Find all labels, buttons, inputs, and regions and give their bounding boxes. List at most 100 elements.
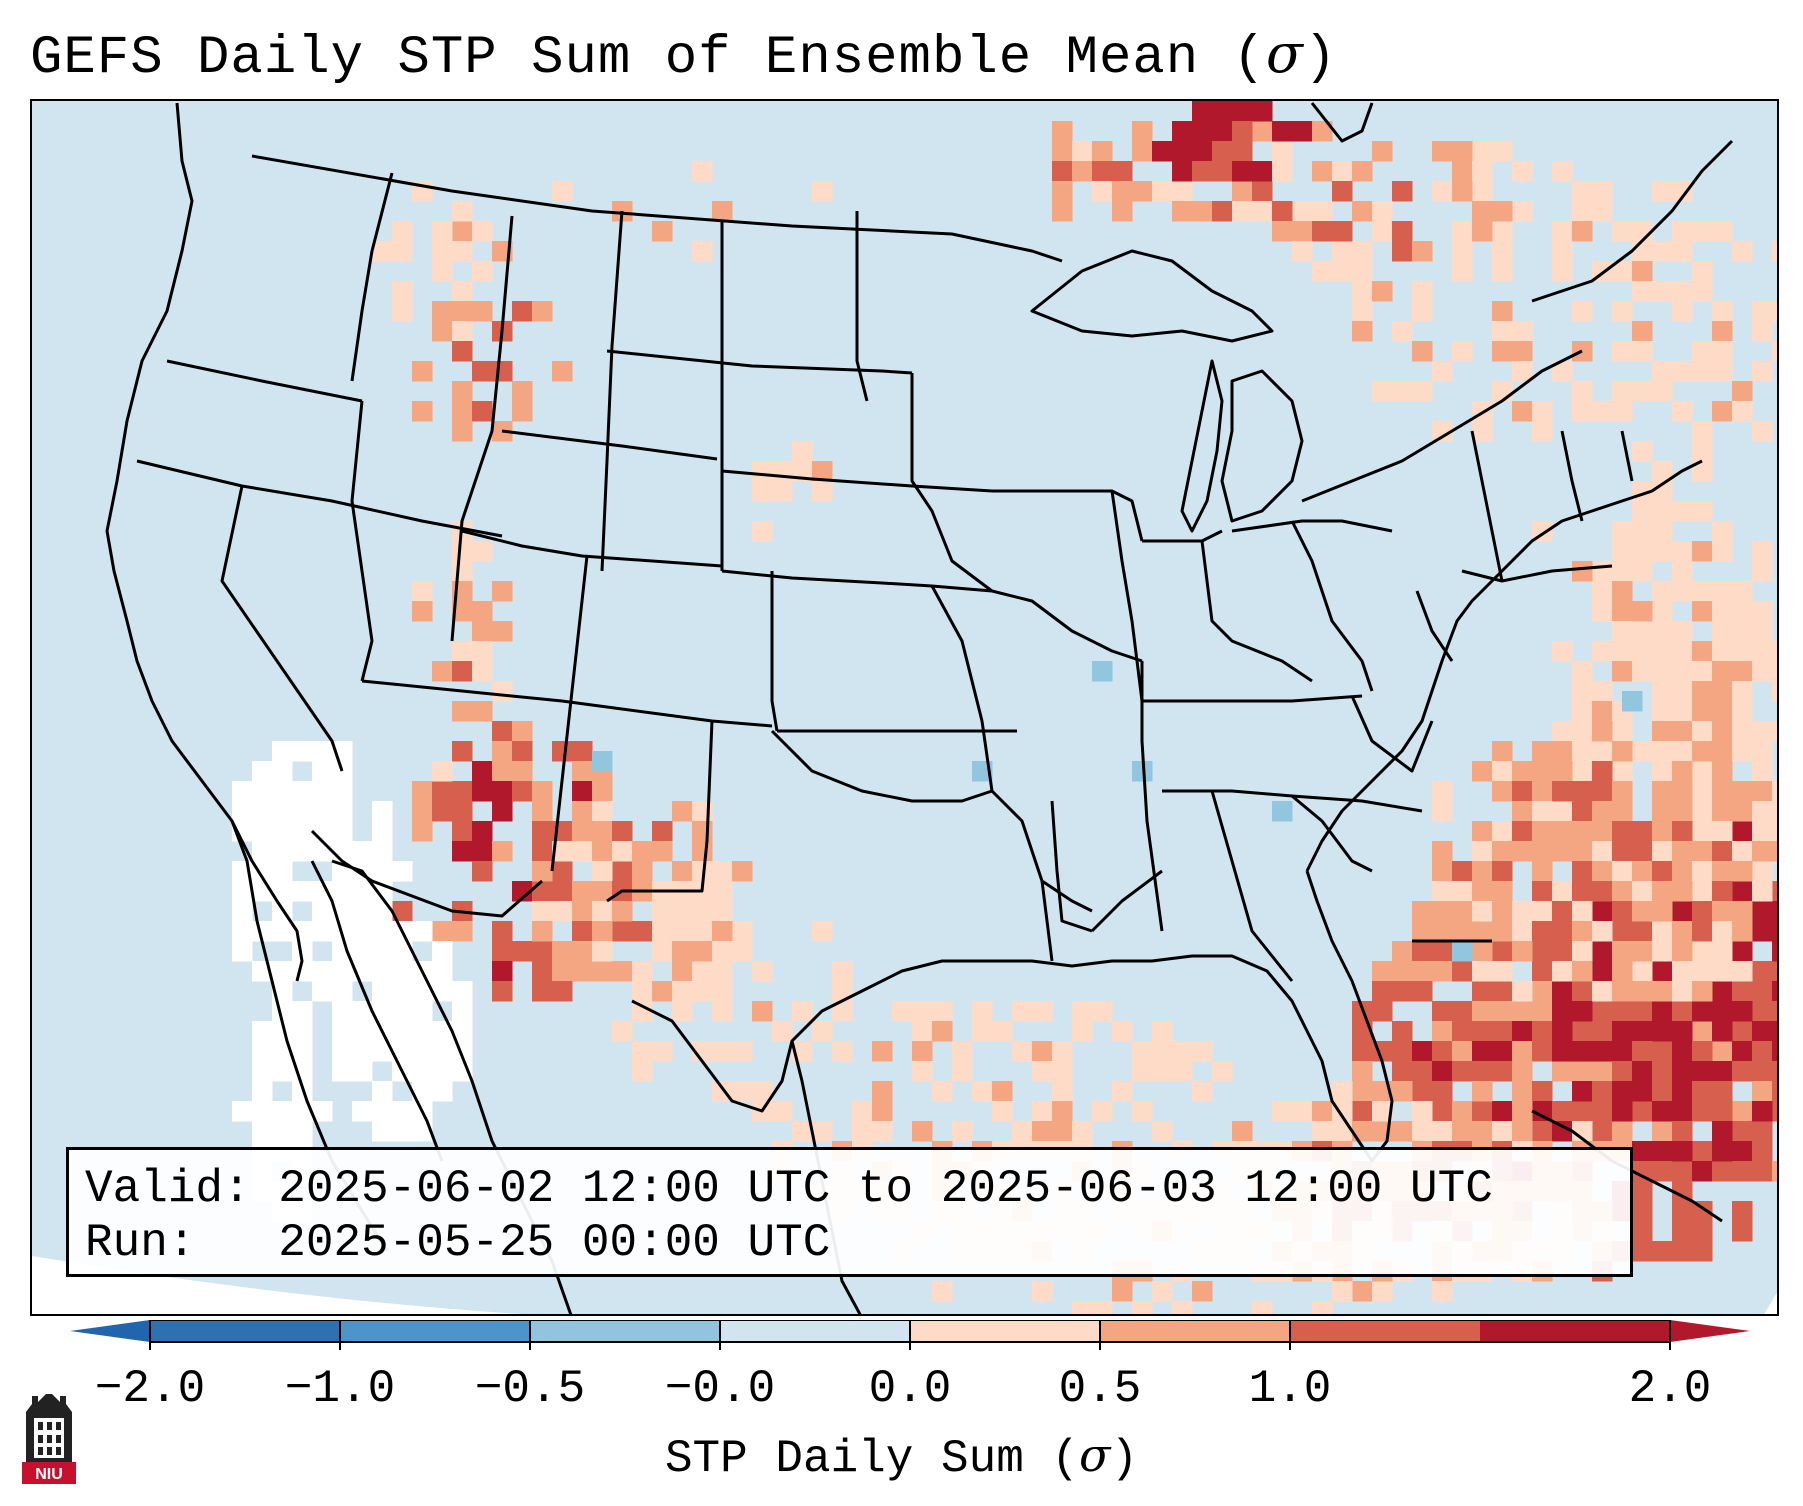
anomaly-cell bbox=[1752, 421, 1773, 442]
anomaly-cell bbox=[632, 1001, 653, 1022]
anomaly-cell bbox=[1752, 1021, 1773, 1042]
anomaly-cell bbox=[1032, 1281, 1053, 1302]
anomaly-cell bbox=[452, 781, 473, 802]
anomaly-cell bbox=[1592, 1001, 1613, 1022]
anomaly-cell bbox=[1692, 261, 1713, 282]
canada-east bbox=[1531, 139, 1734, 303]
anomaly-cell bbox=[672, 801, 693, 822]
anomaly-cell bbox=[1312, 1301, 1333, 1314]
anomaly-cell bbox=[1692, 421, 1713, 442]
anomaly-cell bbox=[992, 1101, 1013, 1122]
anomaly-cell bbox=[492, 581, 513, 602]
anomaly-cell bbox=[1492, 901, 1513, 922]
zero-cell bbox=[252, 1121, 273, 1142]
anomaly-cell bbox=[1732, 241, 1753, 262]
anomaly-cell bbox=[1412, 901, 1433, 922]
anomaly-cell bbox=[1052, 1041, 1073, 1062]
anomaly-cell bbox=[732, 1041, 753, 1062]
anomaly-cell bbox=[1592, 701, 1613, 722]
anomaly-cell bbox=[1092, 1301, 1113, 1314]
anomaly-cell bbox=[1332, 1121, 1353, 1142]
anomaly-cell bbox=[1652, 881, 1673, 902]
anomaly-cell bbox=[1712, 361, 1733, 382]
anomaly-cell bbox=[1052, 181, 1073, 202]
anomaly-cell bbox=[1472, 1061, 1493, 1082]
anomaly-cell bbox=[1252, 201, 1273, 222]
anomaly-cell bbox=[1012, 1121, 1033, 1142]
anomaly-cell bbox=[1532, 421, 1553, 442]
anomaly-cell bbox=[1352, 1041, 1373, 1062]
anomaly-cell bbox=[1452, 1001, 1473, 1022]
zero-cell bbox=[352, 901, 373, 922]
anomaly-cell bbox=[452, 601, 473, 622]
anomaly-cell bbox=[1372, 961, 1393, 982]
anomaly-cell bbox=[1532, 981, 1553, 1002]
anomaly-cell bbox=[1732, 601, 1753, 622]
anomaly-cell bbox=[1492, 381, 1513, 402]
anomaly-cell bbox=[1772, 961, 1777, 982]
anomaly-cell bbox=[1072, 141, 1093, 162]
anomaly-cell bbox=[1772, 821, 1777, 842]
zero-cell bbox=[332, 941, 353, 962]
anomaly-cell bbox=[1672, 281, 1693, 302]
anomaly-cell bbox=[1732, 381, 1753, 402]
state-border bbox=[606, 349, 913, 375]
anomaly-cell bbox=[1332, 181, 1353, 202]
anomaly-cell bbox=[1552, 1001, 1573, 1022]
anomaly-cell bbox=[492, 761, 513, 782]
anomaly-cell bbox=[1592, 1021, 1613, 1042]
anomaly-cell bbox=[1692, 1021, 1713, 1042]
anomaly-cell bbox=[1512, 161, 1533, 182]
anomaly-cell bbox=[832, 981, 853, 1002]
state-border bbox=[1461, 564, 1613, 583]
anomaly-cell bbox=[1772, 1021, 1777, 1042]
anomaly-cell bbox=[1512, 801, 1533, 822]
state-border bbox=[1350, 695, 1434, 773]
zero-cell bbox=[352, 1101, 373, 1122]
zero-cell bbox=[252, 1061, 273, 1082]
anomaly-cell bbox=[1532, 1021, 1553, 1042]
anomaly-cell bbox=[1352, 1121, 1373, 1142]
anomaly-cell bbox=[1632, 1001, 1653, 1022]
anomaly-cell bbox=[1632, 961, 1653, 982]
anomaly-cell bbox=[1172, 201, 1193, 222]
anomaly-cell bbox=[1692, 1061, 1713, 1082]
anomaly-cell bbox=[752, 521, 773, 542]
anomaly-cell bbox=[1552, 1021, 1573, 1042]
anomaly-cell bbox=[492, 841, 513, 862]
anomaly-cell bbox=[572, 941, 593, 962]
anomaly-cell bbox=[452, 221, 473, 242]
anomaly-cell bbox=[1512, 1021, 1533, 1042]
zero-cell bbox=[332, 1061, 353, 1082]
hudson-bay-hint bbox=[1310, 102, 1374, 143]
anomaly-cell bbox=[1612, 741, 1633, 762]
anomaly-cell bbox=[1572, 701, 1593, 722]
anomaly-cell bbox=[1412, 1101, 1433, 1122]
anomaly-cell bbox=[1752, 301, 1773, 322]
anomaly-cell bbox=[752, 461, 773, 482]
anomaly-cell bbox=[1632, 1241, 1653, 1262]
anomaly-cell bbox=[1192, 141, 1213, 162]
zero-cell bbox=[312, 981, 333, 1002]
anomaly-cell bbox=[1612, 821, 1633, 842]
anomaly-cell bbox=[1712, 741, 1733, 762]
anomaly-cell bbox=[432, 661, 453, 682]
anomaly-cell bbox=[1552, 161, 1573, 182]
anomaly-cell bbox=[1692, 861, 1713, 882]
zero-cell bbox=[232, 921, 253, 942]
anomaly-cell bbox=[1672, 181, 1693, 202]
anomaly-cell bbox=[1712, 601, 1733, 622]
map-panel bbox=[30, 99, 1779, 1316]
zero-cell bbox=[272, 1101, 293, 1122]
anomaly-cell bbox=[572, 921, 593, 942]
anomaly-cell bbox=[1372, 141, 1393, 162]
anomaly-cell bbox=[952, 1061, 973, 1082]
anomaly-cell bbox=[1772, 1161, 1777, 1182]
anomaly-cell bbox=[1692, 801, 1713, 822]
anomaly-cell bbox=[1172, 141, 1193, 162]
anomaly-cell bbox=[472, 221, 493, 242]
anomaly-cell bbox=[1492, 861, 1513, 882]
anomaly-cell bbox=[1212, 141, 1233, 162]
anomaly-cell bbox=[1232, 1121, 1253, 1142]
anomaly-cell bbox=[1292, 241, 1313, 262]
